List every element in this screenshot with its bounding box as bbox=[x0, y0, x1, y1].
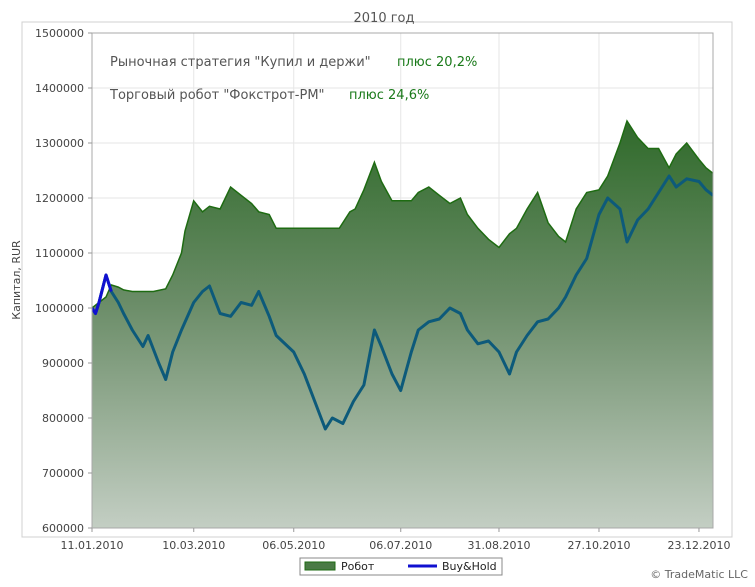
legend-box bbox=[299, 557, 503, 576]
robot-line bbox=[92, 119, 713, 309]
x-tick-label: 06.05.2010 bbox=[262, 539, 325, 552]
chart-frame bbox=[21, 21, 733, 538]
y-tick-label: 1000000 bbox=[35, 302, 84, 315]
y-tick-label: 900000 bbox=[42, 357, 84, 370]
legend-item-robot[interactable]: Робот bbox=[304, 560, 375, 573]
axes bbox=[91, 32, 714, 529]
annotation-robot: Торговый робот "Фокстрот-PM" плюс 24,6% bbox=[109, 88, 429, 103]
annotation-buyhold-label: Рыночная стратегия "Купил и держи" bbox=[110, 55, 371, 70]
series-lines bbox=[92, 119, 713, 431]
y-tick-labels: 600000 700000 800000 900000 1000000 1100000 12… bbox=[35, 27, 92, 535]
x-tick-label: 23.12.2010 bbox=[667, 539, 730, 552]
robot-area bbox=[92, 121, 713, 528]
legend-item-buyhold[interactable]: Buy&Hold bbox=[408, 560, 497, 573]
y-tick-label: 1300000 bbox=[35, 137, 84, 150]
y-tick-label: 700000 bbox=[42, 467, 84, 480]
annotation-robot-label: Торговый робот "Фокстрот-PM" bbox=[109, 88, 325, 103]
x-tick-labels: 11.01.2010 10.03.2010 06.05.2010 06.07.2010… bbox=[61, 528, 730, 552]
plot-border bbox=[91, 32, 714, 529]
x-tick-label: 10.03.2010 bbox=[162, 539, 225, 552]
annotation-robot-value: плюс 24,6% bbox=[349, 88, 429, 103]
y-tick-label: 1100000 bbox=[35, 247, 84, 260]
legend-robot-label: Робот bbox=[341, 560, 375, 573]
buyhold-line bbox=[92, 174, 713, 431]
x-tick-label: 11.01.2010 bbox=[61, 539, 124, 552]
y-tick-label: 600000 bbox=[42, 522, 84, 535]
annotation-buyhold: Рыночная стратегия "Купил и держи" плюс … bbox=[110, 55, 477, 70]
x-tick-label: 31.08.2010 bbox=[467, 539, 530, 552]
annotation-buyhold-value: плюс 20,2% bbox=[397, 55, 477, 70]
chart-title: 2010 год bbox=[354, 11, 415, 26]
legend-robot-swatch bbox=[304, 561, 336, 571]
legend: Робот Buy&Hold bbox=[299, 557, 503, 576]
y-tick-label: 1400000 bbox=[35, 82, 84, 95]
y-axis-label: Капитал, RUR bbox=[10, 240, 23, 320]
buyhold-line-start bbox=[92, 273, 113, 315]
y-tick-label: 800000 bbox=[42, 412, 84, 425]
copyright-text: © TradeMatic LLC bbox=[650, 568, 748, 581]
y-tick-label: 1500000 bbox=[35, 27, 84, 40]
x-tick-label: 06.07.2010 bbox=[369, 539, 432, 552]
series-area bbox=[92, 121, 713, 528]
x-tick-label: 27.10.2010 bbox=[567, 539, 630, 552]
legend-buyhold-label: Buy&Hold bbox=[442, 560, 497, 573]
y-tick-label: 1200000 bbox=[35, 192, 84, 205]
